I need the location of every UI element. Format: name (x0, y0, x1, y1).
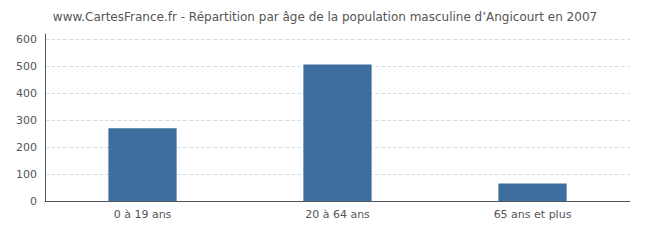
svg-text:200: 200 (16, 141, 37, 154)
svg-text:400: 400 (16, 87, 37, 100)
svg-text:300: 300 (16, 114, 37, 127)
svg-text:www.CartesFrance.fr - Répartit: www.CartesFrance.fr - Répartition par âg… (53, 10, 597, 24)
svg-text:0: 0 (30, 195, 37, 208)
svg-text:65 ans et plus: 65 ans et plus (494, 208, 572, 221)
svg-text:100: 100 (16, 168, 37, 181)
svg-text:500: 500 (16, 60, 37, 73)
svg-text:600: 600 (16, 33, 37, 46)
svg-text:0 à 19 ans: 0 à 19 ans (114, 208, 172, 221)
svg-text:20 à 64 ans: 20 à 64 ans (305, 208, 370, 221)
